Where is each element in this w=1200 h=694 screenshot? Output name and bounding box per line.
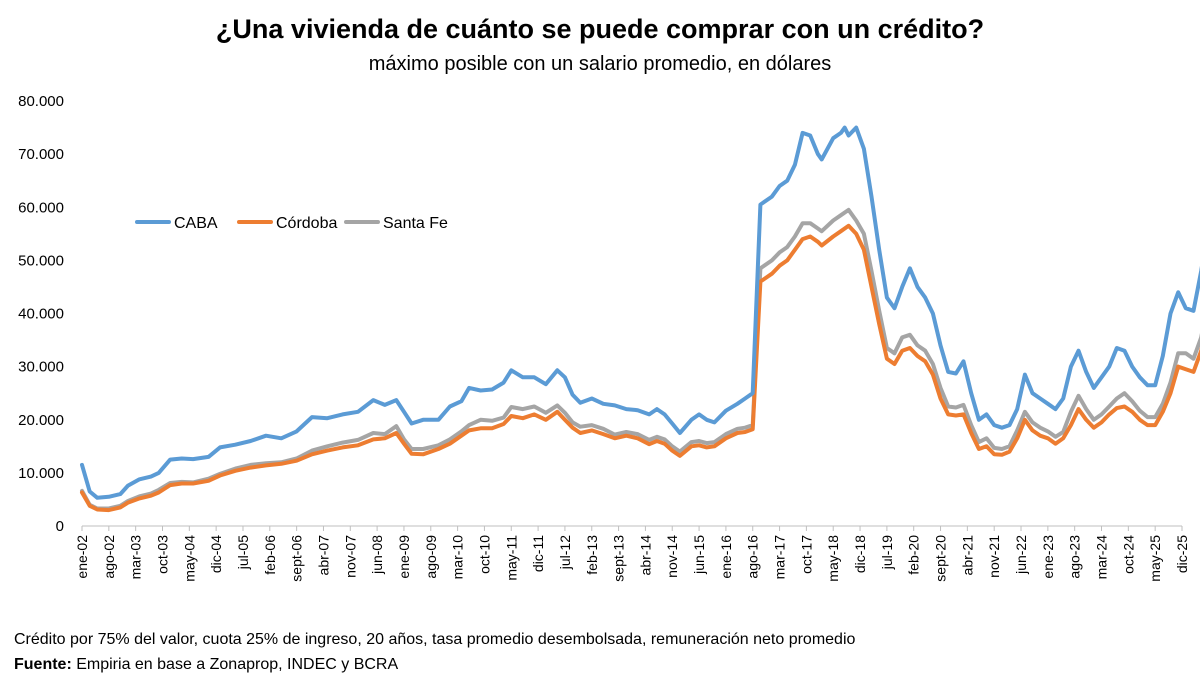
x-tick-label: ago-23 — [1067, 535, 1083, 579]
y-tick-label: 40.000 — [18, 306, 64, 323]
series-layer — [80, 125, 1200, 513]
x-tick-label: jul-12 — [557, 535, 573, 570]
x-tick-label: mar-17 — [772, 535, 788, 580]
x-tick-label: ene-02 — [74, 535, 90, 579]
x-tick-label: abr-14 — [637, 535, 653, 576]
y-tick-label: 60.000 — [18, 199, 64, 216]
y-tick-label: 0 — [56, 518, 64, 535]
x-tick-label: oct-17 — [798, 535, 814, 574]
y-tick-label: 50.000 — [18, 252, 64, 269]
chart-subtitle: máximo posible con un salario promedio, … — [368, 53, 832, 75]
x-tick-label: may-11 — [503, 535, 519, 581]
x-tick-label: mar-03 — [128, 535, 144, 580]
x-tick-label: may-25 — [1147, 535, 1163, 582]
x-tick-label: ago-02 — [101, 535, 117, 579]
x-tick-label: sept-06 — [289, 535, 305, 582]
methodology-note: Crédito por 75% del valor, cuota 25% de … — [14, 631, 856, 648]
chart-axes: 80.000 70.000 60.000 50.000 40.000 30.000 20.0… — [18, 93, 1190, 582]
x-tick-label: nov-14 — [664, 535, 680, 578]
x-tick-label: may-04 — [181, 535, 197, 582]
x-tick-label: dic-11 — [530, 535, 546, 572]
source-label: Fuente: — [14, 656, 72, 673]
x-tick-label: dic-04 — [208, 535, 224, 573]
x-tick-label: ene-09 — [396, 535, 412, 579]
x-tick-label: nov-21 — [986, 535, 1002, 578]
x-tick-label: ago-09 — [423, 535, 439, 579]
legend-label: Santa Fe — [383, 215, 448, 232]
y-tick-label: 10.000 — [18, 465, 64, 482]
x-tick-label: mar-10 — [450, 535, 466, 580]
x-tick-label: feb-06 — [262, 535, 278, 575]
x-tick-label: oct-24 — [1120, 535, 1136, 574]
x-tick-label: jul-05 — [235, 535, 251, 570]
x-tick-label: jul-19 — [879, 535, 895, 570]
series-line-caba — [80, 125, 1200, 500]
chart-legend: CABA Córdoba Santa Fe — [135, 215, 448, 232]
x-tick-label: ene-23 — [1040, 535, 1056, 579]
chart-title: ¿Una vivienda de cuánto se puede comprar… — [215, 14, 985, 44]
y-tick-label: 80.000 — [18, 93, 64, 110]
legend-label: CABA — [174, 215, 218, 232]
x-tick-label: ago-16 — [745, 535, 761, 579]
x-tick-label: feb-13 — [584, 535, 600, 575]
x-tick-label: oct-10 — [476, 535, 492, 574]
source-line: Fuente: Empiria en base a Zonaprop, INDE… — [14, 656, 398, 674]
x-tick-label: may-18 — [825, 535, 841, 582]
x-tick-label: oct-03 — [154, 535, 170, 574]
x-tick-label: sept-20 — [933, 535, 949, 582]
legend-label: Córdoba — [276, 215, 337, 232]
x-tick-label: jun-22 — [1013, 535, 1029, 575]
x-tick-label: nov-07 — [342, 535, 358, 578]
x-tick-label: sept-13 — [611, 535, 627, 582]
y-tick-label: 30.000 — [18, 359, 64, 376]
y-tick-label: 20.000 — [18, 412, 64, 429]
x-tick-label: jun-15 — [691, 535, 707, 575]
series-line-córdoba — [80, 223, 1200, 513]
x-tick-label: dic-18 — [852, 535, 868, 573]
x-tick-label: abr-21 — [959, 535, 975, 576]
x-tick-label: ene-16 — [718, 535, 734, 579]
source-text: Empiria en base a Zonaprop, INDEC y BCRA — [71, 656, 399, 673]
x-tick-label: dic-25 — [1174, 535, 1190, 573]
y-tick-label: 70.000 — [18, 146, 64, 163]
x-tick-label: abr-07 — [315, 535, 331, 576]
line-chart: 80.000 70.000 60.000 50.000 40.000 30.000 20.0… — [18, 93, 1200, 582]
x-tick-label: mar-24 — [1094, 535, 1110, 580]
series-line-santa-fe — [80, 207, 1200, 511]
x-tick-label: feb-20 — [906, 535, 922, 575]
x-tick-label: jun-08 — [369, 535, 385, 575]
